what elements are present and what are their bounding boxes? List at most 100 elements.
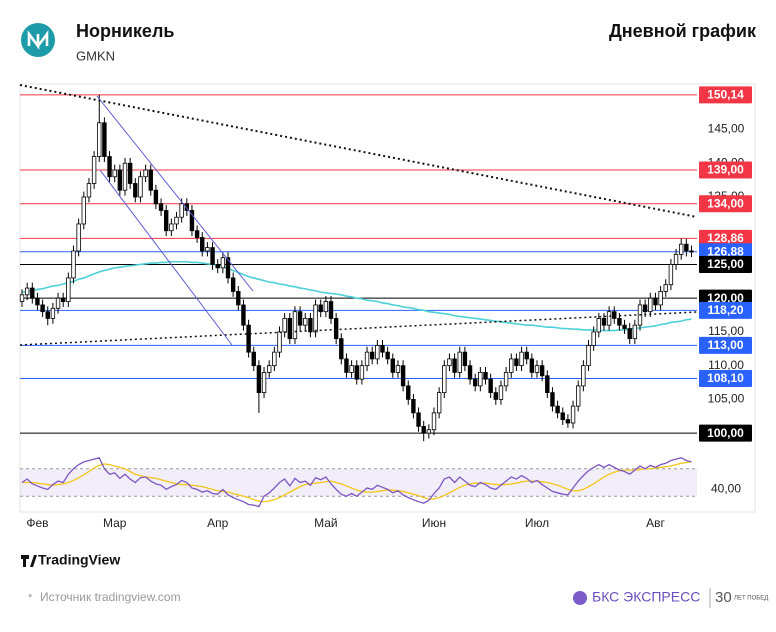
- candle-body: [241, 304, 246, 326]
- candle-body: [668, 264, 674, 286]
- candle-body: [61, 297, 66, 302]
- y-tick-label: 105,00: [708, 392, 745, 406]
- candle-body: [622, 324, 627, 329]
- level-label: 118,20: [707, 303, 743, 317]
- candle-body: [442, 365, 447, 394]
- level-label: 125,00: [707, 257, 744, 271]
- candle-body: [40, 304, 45, 313]
- x-tick-label: Май: [314, 516, 338, 530]
- level-label-box: [699, 301, 752, 319]
- level-label: 113,00: [707, 338, 743, 352]
- candle-body: [385, 351, 390, 360]
- candle-body: [431, 412, 437, 431]
- candle-body: [673, 253, 679, 265]
- candle-body: [277, 331, 282, 353]
- candle-body: [581, 365, 586, 387]
- candle-body: [303, 318, 308, 326]
- candle-body: [158, 203, 164, 211]
- x-tick-label: Июл: [525, 516, 549, 530]
- chart-label: Дневной график: [609, 21, 757, 41]
- candle-body: [66, 277, 71, 302]
- candle-body: [586, 345, 591, 367]
- candle-body: [210, 247, 215, 265]
- level-label: 128,86: [707, 231, 744, 245]
- candle-body: [225, 257, 231, 279]
- candle-body: [354, 365, 359, 380]
- candle-body: [534, 365, 540, 373]
- candle-body: [524, 351, 529, 360]
- candle-body: [55, 297, 61, 309]
- candle-body: [189, 210, 195, 232]
- candle-body: [163, 210, 169, 232]
- candle-body: [81, 196, 86, 225]
- candle-body: [452, 358, 457, 373]
- candle-body: [679, 243, 684, 255]
- level-label-box: [699, 195, 752, 213]
- level-label-box: [699, 369, 752, 387]
- level-label: 150,14: [707, 88, 744, 102]
- brand: TradingView: [38, 552, 120, 568]
- candle-body: [86, 183, 92, 198]
- candle-body: [447, 358, 452, 367]
- rsi-line: [21, 456, 692, 508]
- candle-body: [19, 294, 25, 302]
- candle-body: [570, 405, 576, 424]
- candle-body: [107, 156, 112, 178]
- candle-body: [30, 287, 35, 299]
- candle-body: [339, 338, 344, 360]
- candle-body: [205, 247, 210, 252]
- source: Источник tradingview.com: [40, 590, 181, 604]
- rsi-signal: [22, 461, 692, 503]
- candle-body: [138, 176, 143, 198]
- candle-body: [200, 237, 205, 252]
- level-label: 139,00: [707, 163, 744, 177]
- candle-body: [550, 392, 555, 407]
- level-label: 120,00: [707, 291, 744, 305]
- candle-body: [24, 287, 30, 296]
- candle-body: [323, 301, 329, 313]
- candle-body: [256, 365, 262, 394]
- candle-body: [642, 304, 648, 313]
- candle-body: [483, 371, 488, 380]
- publisher-logo: [573, 591, 587, 605]
- candle-body: [400, 365, 406, 387]
- candle-body: [174, 216, 179, 225]
- tradingview-logo: [21, 555, 37, 567]
- candle-body: [364, 351, 370, 367]
- candle-body: [514, 358, 519, 367]
- candle-body: [50, 307, 56, 319]
- candle-body: [148, 169, 153, 191]
- candle-body: [127, 162, 133, 184]
- x-tick-label: Мар: [103, 516, 127, 530]
- level-label: 108,10: [707, 371, 744, 385]
- candle-body: [493, 392, 498, 400]
- candle-body: [560, 412, 565, 421]
- level-label: 100,00: [707, 426, 744, 440]
- candle-body: [153, 189, 159, 205]
- candle-body: [601, 318, 607, 326]
- candle-body: [35, 297, 40, 306]
- candle-body: [390, 358, 395, 373]
- candle-body: [648, 297, 653, 313]
- candle-body: [297, 311, 303, 326]
- candle-body: [333, 318, 339, 340]
- candle-body: [395, 365, 401, 373]
- candle-body: [251, 351, 256, 367]
- level-label: 126,88: [707, 244, 744, 258]
- candle-body: [539, 365, 545, 377]
- candle-body: [45, 311, 50, 319]
- y-tick-label: 110,00: [708, 358, 744, 372]
- candle-body: [606, 311, 612, 326]
- candle-body: [467, 365, 473, 380]
- candle-body: [545, 375, 550, 394]
- candle-body: [519, 351, 524, 367]
- rsi-tick-label: 40,00: [711, 482, 741, 496]
- candle-body: [617, 318, 622, 326]
- candle-body: [612, 311, 617, 319]
- candle-body: [627, 328, 632, 340]
- candle-body: [282, 318, 287, 333]
- candle-body: [359, 365, 365, 380]
- title: Норникель: [76, 21, 174, 41]
